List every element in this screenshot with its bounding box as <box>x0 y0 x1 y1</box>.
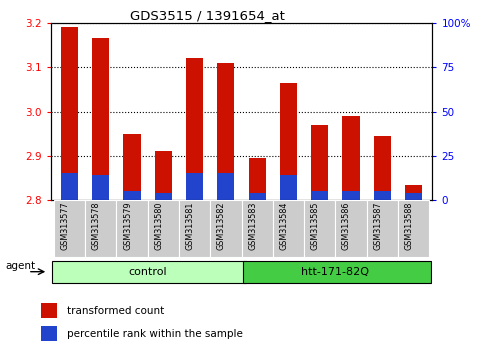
Text: GSM313585: GSM313585 <box>311 202 320 250</box>
Bar <box>61 28 78 200</box>
Bar <box>367 200 398 257</box>
Text: GSM313582: GSM313582 <box>217 202 226 250</box>
Bar <box>311 125 328 200</box>
Text: GSM313577: GSM313577 <box>60 202 70 250</box>
Text: GSM313584: GSM313584 <box>279 202 288 250</box>
Bar <box>405 193 422 200</box>
Text: percentile rank within the sample: percentile rank within the sample <box>68 329 243 338</box>
Bar <box>124 133 141 200</box>
Bar <box>155 151 172 200</box>
Bar <box>249 193 266 200</box>
Bar <box>374 191 391 200</box>
Bar <box>243 261 431 283</box>
Bar <box>61 173 78 200</box>
Bar <box>273 200 304 257</box>
Bar <box>249 158 266 200</box>
Bar <box>217 63 234 200</box>
Text: agent: agent <box>5 261 35 271</box>
Bar <box>186 173 203 200</box>
Bar <box>179 200 210 257</box>
Bar <box>374 136 391 200</box>
Text: GSM313581: GSM313581 <box>185 202 195 250</box>
Bar <box>186 58 203 200</box>
Bar <box>335 200 367 257</box>
Text: GSM313583: GSM313583 <box>248 202 257 250</box>
Bar <box>92 175 109 200</box>
Bar <box>398 200 429 257</box>
Bar <box>41 303 57 318</box>
Bar <box>280 83 297 200</box>
Text: control: control <box>128 267 167 277</box>
Bar <box>116 200 148 257</box>
Text: GSM313586: GSM313586 <box>342 202 351 250</box>
Bar <box>41 326 57 341</box>
Text: GSM313587: GSM313587 <box>373 202 382 250</box>
Text: transformed count: transformed count <box>68 306 165 316</box>
Bar <box>311 191 328 200</box>
Text: GSM313578: GSM313578 <box>92 202 101 250</box>
Text: GSM313588: GSM313588 <box>405 202 413 250</box>
Bar <box>54 200 85 257</box>
Text: GSM313580: GSM313580 <box>154 202 163 250</box>
Bar <box>217 173 234 200</box>
Bar <box>92 39 109 200</box>
Bar <box>85 200 116 257</box>
Bar <box>242 200 273 257</box>
Bar <box>148 200 179 257</box>
Bar <box>210 200 242 257</box>
Bar <box>342 191 359 200</box>
Bar <box>405 184 422 200</box>
Text: GSM313579: GSM313579 <box>123 202 132 250</box>
Bar <box>52 261 246 283</box>
Bar <box>155 193 172 200</box>
Bar <box>124 191 141 200</box>
Bar <box>280 175 297 200</box>
Text: GDS3515 / 1391654_at: GDS3515 / 1391654_at <box>130 9 285 22</box>
Text: htt-171-82Q: htt-171-82Q <box>301 267 369 277</box>
Bar <box>304 200 335 257</box>
Bar <box>342 116 359 200</box>
